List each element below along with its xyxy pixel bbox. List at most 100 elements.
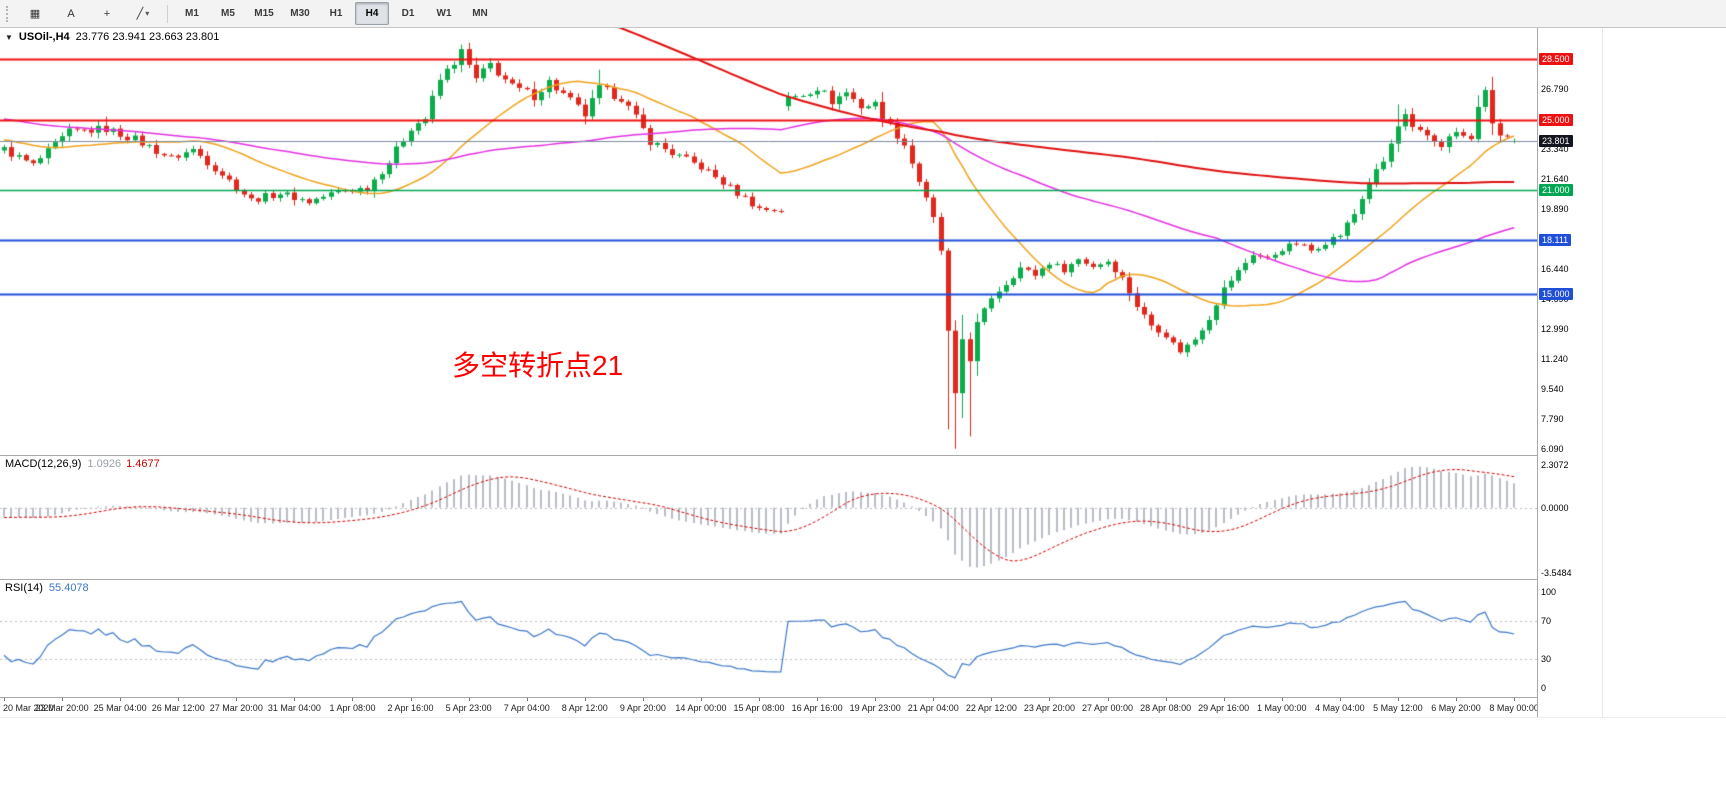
- price-tick: 19.890: [1541, 203, 1569, 214]
- timeframe-m1[interactable]: M1: [185, 8, 199, 19]
- time-tick: [1282, 698, 1283, 701]
- macd-panel: MACD(12,26,9) 1.0926 1.4677: [0, 455, 1537, 579]
- chart-column: ▼ USOil-,H4 23.776 23.941 23.663 23.801 …: [0, 28, 1539, 717]
- price-tick: 12.990: [1541, 323, 1569, 334]
- time-axis-label: 1 Apr 08:00: [329, 703, 376, 713]
- chart-grid-icon[interactable]: ▦: [29, 8, 41, 20]
- time-tick: [120, 698, 121, 701]
- time-tick: [701, 698, 702, 701]
- price-badge: 28.500: [1539, 53, 1573, 66]
- time-tick: [643, 698, 644, 701]
- time-axis-label: 21 Apr 04:00: [907, 703, 959, 713]
- main-chart-panel: ▼ USOil-,H4 23.776 23.941 23.663 23.801 …: [0, 28, 1537, 455]
- timeframe-m5[interactable]: M5: [221, 8, 235, 19]
- time-axis-label: 26 Mar 12:00: [151, 703, 205, 713]
- timeframe-m15[interactable]: M15: [254, 8, 274, 19]
- right-empty-area: [1602, 28, 1726, 717]
- crosshair-icon[interactable]: +: [103, 7, 111, 20]
- price-tick: 21.640: [1541, 173, 1569, 184]
- time-tick: [1340, 698, 1341, 701]
- rsi-panel: RSI(14) 55.4078: [0, 579, 1537, 697]
- timeframe-d1[interactable]: D1: [401, 8, 415, 19]
- toolbar-icon-group: ▦ A + ╱ ▾: [17, 2, 161, 25]
- toolbar: ▦ A + ╱ ▾ M1 M5 M15 M30 H1 H4 D1 W1 MN: [0, 0, 1726, 28]
- time-tick: [62, 698, 63, 701]
- time-axis-label: 7 Apr 04:00: [503, 703, 550, 713]
- time-tick: [469, 698, 470, 701]
- time-axis-label: 2 Apr 16:00: [387, 703, 434, 713]
- time-tick: [585, 698, 586, 701]
- price-tick: 7.790: [1541, 414, 1564, 425]
- macd-canvas[interactable]: [0, 456, 1537, 579]
- price-badge: 15.000: [1539, 287, 1573, 300]
- timeframe-group: M1 M5 M15 M30 H1 H4 D1 W1 MN: [174, 2, 498, 25]
- time-axis[interactable]: 20 Mar 2020 23 Mar 20:00 25 Mar 04:00 26 Ma…: [0, 697, 1539, 717]
- rsi-tick: 30: [1541, 654, 1552, 665]
- price-tick: 6.090: [1541, 443, 1564, 454]
- time-axis-label: 14 Apr 00:00: [675, 703, 727, 713]
- time-axis-label: 27 Apr 00:00: [1081, 703, 1134, 713]
- price-tick: 9.540: [1541, 383, 1564, 394]
- time-tick: [933, 698, 934, 701]
- timeframe-m30[interactable]: M30: [290, 8, 310, 19]
- timeframe-h1[interactable]: H1: [329, 8, 343, 19]
- time-axis-label: 5 Apr 23:00: [445, 703, 492, 713]
- chart-title: ▼ USOil-,H4 23.776 23.941 23.663 23.801: [5, 31, 219, 43]
- timeframe-h4[interactable]: H4: [355, 2, 389, 25]
- symbol-dropdown-icon[interactable]: ▼: [5, 32, 13, 42]
- price-tick: 11.240: [1541, 354, 1568, 365]
- text-tool-icon[interactable]: A: [67, 7, 75, 20]
- price-tick: 16.440: [1541, 263, 1569, 274]
- time-tick: [527, 698, 528, 701]
- toolbar-separator: [167, 4, 168, 23]
- main-chart-canvas[interactable]: [0, 28, 1537, 455]
- trendline-tool-icon[interactable]: ╱ ▾: [136, 8, 150, 20]
- time-tick: [1514, 698, 1515, 701]
- time-axis-label: 5 May 12:00: [1373, 703, 1423, 713]
- time-tick: [1049, 698, 1050, 701]
- time-tick: [294, 698, 295, 701]
- time-axis-label: 6 May 20:00: [1431, 703, 1481, 713]
- time-axis-label: 27 Mar 20:00: [209, 703, 263, 713]
- macd-tick: 2.3072: [1541, 460, 1569, 471]
- time-tick: [991, 698, 992, 701]
- price-tick: 23.340: [1541, 143, 1569, 154]
- timeframe-w1[interactable]: W1: [436, 8, 452, 19]
- time-axis-label: 16 Apr 16:00: [791, 703, 843, 713]
- bottom-strip: [0, 717, 1726, 792]
- time-tick: [1398, 698, 1399, 701]
- time-axis-label: 31 Mar 04:00: [267, 703, 321, 713]
- rsi-tick: 0: [1541, 683, 1547, 693]
- time-axis-label: 8 May 00:00: [1489, 703, 1539, 713]
- rsi-value: 55.4078: [48, 582, 89, 594]
- macd-tick: -3.5484: [1541, 568, 1572, 579]
- toolbar-grip: [6, 5, 12, 22]
- time-axis-label: 4 May 04:00: [1315, 703, 1365, 713]
- timeframe-mn[interactable]: MN: [472, 8, 488, 19]
- chart-annotation-text[interactable]: 多空转折点21: [452, 350, 624, 381]
- time-axis-label: 29 Apr 16:00: [1198, 703, 1250, 713]
- price-badge: 25.000: [1539, 114, 1573, 127]
- macd-header: MACD(12,26,9) 1.0926 1.4677: [5, 458, 160, 470]
- price-badge: 21.000: [1539, 183, 1573, 196]
- price-tick: 26.790: [1541, 84, 1569, 94]
- time-axis-label: 8 Apr 12:00: [561, 703, 608, 713]
- price-badge: 18.111: [1539, 233, 1572, 246]
- rsi-tick: 100: [1541, 587, 1557, 597]
- time-tick: [1224, 698, 1225, 701]
- macd-label: MACD(12,26,9): [5, 458, 82, 470]
- rsi-canvas[interactable]: [0, 580, 1537, 697]
- time-axis-label: 23 Mar 20:00: [35, 703, 89, 713]
- time-axis-label: 28 Apr 08:00: [1140, 703, 1192, 713]
- time-tick: [759, 698, 760, 701]
- price-scale[interactable]: 26.79023.34021.64019.89016.44014.69012.9…: [1537, 28, 1602, 717]
- time-axis-label: 23 Apr 20:00: [1023, 703, 1075, 713]
- rsi-header: RSI(14) 55.4078: [5, 582, 89, 594]
- time-axis-label: 22 Apr 12:00: [965, 703, 1017, 713]
- time-tick: [4, 698, 5, 701]
- time-tick: [178, 698, 179, 701]
- time-tick: [817, 698, 818, 701]
- time-tick: [1166, 698, 1167, 701]
- time-axis-label: 20 Mar 2020: [3, 703, 54, 713]
